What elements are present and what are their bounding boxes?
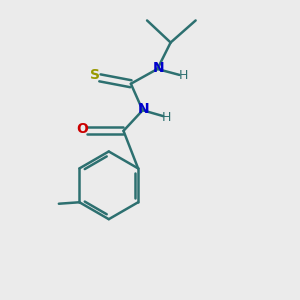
Text: O: O	[76, 122, 88, 136]
Text: H: H	[178, 69, 188, 82]
Text: N: N	[152, 61, 164, 75]
Text: N: N	[138, 102, 149, 116]
Text: S: S	[90, 68, 100, 82]
Text: H: H	[162, 110, 172, 124]
